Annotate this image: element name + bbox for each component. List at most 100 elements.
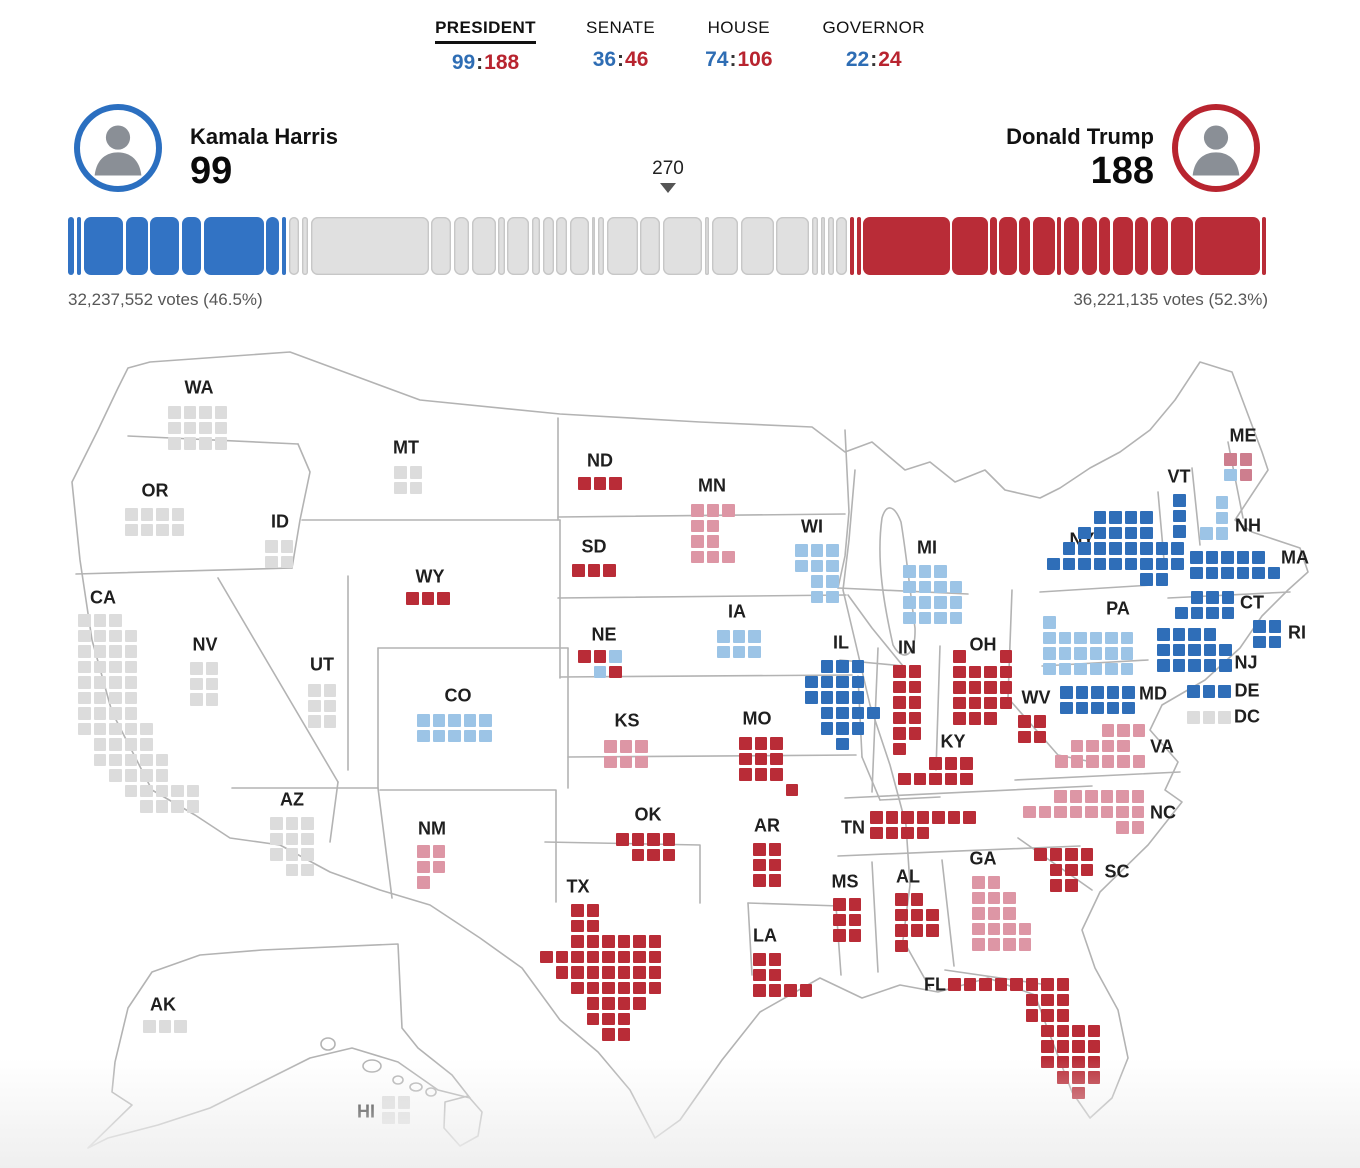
ev-square xyxy=(1056,1071,1069,1084)
bar-segment-dem[interactable] xyxy=(150,217,180,275)
ev-square xyxy=(397,1096,410,1109)
bar-segment-none[interactable] xyxy=(556,217,567,275)
ev-square xyxy=(753,874,766,887)
bar-segment-none[interactable] xyxy=(453,217,469,275)
bar-segment-rep[interactable] xyxy=(1081,217,1097,275)
bar-segment-none[interactable] xyxy=(827,217,834,275)
ev-square xyxy=(770,737,783,750)
bar-segment-rep[interactable] xyxy=(1112,217,1133,275)
ev-square xyxy=(270,817,283,830)
ev-square xyxy=(1074,647,1087,660)
bar-segment-rep[interactable] xyxy=(1195,217,1260,275)
bar-segment-dem[interactable] xyxy=(83,217,124,275)
ev-square xyxy=(851,706,864,719)
ev-square xyxy=(124,645,137,658)
bar-segment-rep[interactable] xyxy=(1170,217,1193,275)
ev-square xyxy=(78,707,91,720)
bar-segment-none[interactable] xyxy=(662,217,703,275)
bar-segment-rep[interactable] xyxy=(1135,217,1149,275)
ev-square xyxy=(479,729,492,742)
bar-segment-dem[interactable] xyxy=(76,217,81,275)
bar-segment-rep[interactable] xyxy=(849,217,854,275)
bar-segment-rep[interactable] xyxy=(1150,217,1169,275)
bar-segment-none[interactable] xyxy=(591,217,596,275)
ev-square xyxy=(1010,978,1023,991)
bar-segment-none[interactable] xyxy=(569,217,590,275)
bar-segment-dem[interactable] xyxy=(282,217,287,275)
ev-square xyxy=(1100,790,1113,803)
bar-segment-none[interactable] xyxy=(498,217,505,275)
bar-segment-none[interactable] xyxy=(302,217,309,275)
ev-square xyxy=(972,891,985,904)
bar-segment-dem[interactable] xyxy=(266,217,280,275)
bar-segment-none[interactable] xyxy=(606,217,638,275)
ev-square xyxy=(93,645,106,658)
ev-square xyxy=(205,693,218,706)
tab-senate[interactable]: SENATE 36:46 xyxy=(586,18,655,75)
bar-segment-rep[interactable] xyxy=(990,217,997,275)
trump-photo xyxy=(1172,104,1260,192)
bar-segment-rep[interactable] xyxy=(1262,217,1267,275)
bar-segment-rep[interactable] xyxy=(1099,217,1111,275)
bar-segment-none[interactable] xyxy=(640,217,661,275)
bar-segment-dem[interactable] xyxy=(203,217,264,275)
ev-square xyxy=(1171,557,1184,570)
bar-segment-none[interactable] xyxy=(820,217,825,275)
bar-segment-dem[interactable] xyxy=(125,217,148,275)
bar-segment-none[interactable] xyxy=(288,217,300,275)
bar-segment-rep[interactable] xyxy=(856,217,861,275)
tab-governor[interactable]: GOVERNOR 22:24 xyxy=(823,18,925,75)
ev-square xyxy=(947,811,960,824)
bar-segment-none[interactable] xyxy=(531,217,541,275)
ev-square xyxy=(633,966,646,979)
tab-president[interactable]: PRESIDENT 99:188 xyxy=(435,18,536,75)
ev-square xyxy=(1252,566,1265,579)
ev-square xyxy=(1116,790,1129,803)
bar-segment-rep[interactable] xyxy=(952,217,988,275)
ev-square xyxy=(753,858,766,871)
bar-segment-rep[interactable] xyxy=(999,217,1017,275)
ev-square xyxy=(1072,1055,1085,1068)
bar-segment-rep[interactable] xyxy=(1019,217,1031,275)
ev-square xyxy=(1056,1055,1069,1068)
bar-segment-none[interactable] xyxy=(811,217,819,275)
ev-square xyxy=(270,848,283,861)
ev-square xyxy=(1087,1055,1100,1068)
bar-segment-rep[interactable] xyxy=(1057,217,1062,275)
bar-segment-rep[interactable] xyxy=(863,217,950,275)
bar-segment-none[interactable] xyxy=(507,217,530,275)
bar-segment-rep[interactable] xyxy=(1032,217,1055,275)
bar-segment-none[interactable] xyxy=(542,217,554,275)
bar-segment-none[interactable] xyxy=(836,217,848,275)
ev-square xyxy=(1038,805,1051,818)
bar-segment-rep[interactable] xyxy=(1063,217,1080,275)
ev-square xyxy=(836,737,849,750)
rep-count: 24 xyxy=(878,48,902,71)
bar-segment-none[interactable] xyxy=(431,217,452,275)
ev-square xyxy=(893,711,906,724)
ev-square xyxy=(893,665,906,678)
bar-segment-none[interactable] xyxy=(776,217,810,275)
ev-square xyxy=(1116,805,1129,818)
ev-square xyxy=(308,699,321,712)
bar-segment-none[interactable] xyxy=(597,217,605,275)
ev-square xyxy=(1173,509,1186,522)
ev-square xyxy=(908,727,921,740)
bar-segment-none[interactable] xyxy=(471,217,496,275)
bar-segment-none[interactable] xyxy=(740,217,774,275)
state-label-mn: MN xyxy=(698,475,726,496)
ev-square xyxy=(1190,591,1203,604)
ev-square xyxy=(1062,557,1075,570)
tab-house[interactable]: HOUSE 74:106 xyxy=(705,18,772,75)
bar-segment-none[interactable] xyxy=(310,217,429,275)
bar-segment-none[interactable] xyxy=(704,217,710,275)
ev-square xyxy=(1187,685,1200,698)
ev-square xyxy=(648,935,661,948)
ev-square xyxy=(285,817,298,830)
ev-square xyxy=(810,544,823,557)
ev-square xyxy=(171,800,184,813)
bar-segment-dem[interactable] xyxy=(68,217,75,275)
ev-square xyxy=(768,874,781,887)
bar-segment-none[interactable] xyxy=(711,217,739,275)
bar-segment-dem[interactable] xyxy=(181,217,202,275)
